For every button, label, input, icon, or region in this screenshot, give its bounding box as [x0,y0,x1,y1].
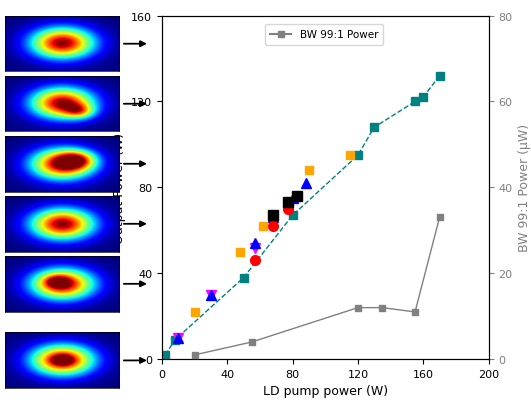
Y-axis label: BW 99:1 Power (μW): BW 99:1 Power (μW) [518,124,531,252]
X-axis label: LD pump power (W): LD pump power (W) [263,385,388,397]
Legend: BW 99:1 Power: BW 99:1 Power [265,25,383,45]
Y-axis label: Output Power (W): Output Power (W) [113,133,125,243]
